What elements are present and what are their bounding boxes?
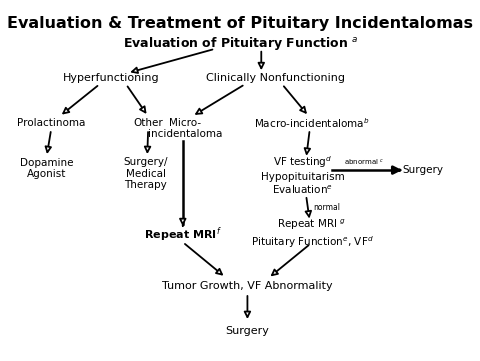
Text: Evaluation of Pituitary Function $^a$: Evaluation of Pituitary Function $^a$ xyxy=(122,35,358,52)
Text: Surgery: Surgery xyxy=(225,326,269,336)
Text: Other: Other xyxy=(133,118,163,128)
Text: Surgery: Surgery xyxy=(402,165,443,175)
Text: Evaluation & Treatment of Pituitary Incidentalomas: Evaluation & Treatment of Pituitary Inci… xyxy=(8,16,472,31)
Text: Prolactinoma: Prolactinoma xyxy=(17,118,85,128)
Text: Clinically Nonfunctioning: Clinically Nonfunctioning xyxy=(205,73,344,83)
Text: abnormal $^c$: abnormal $^c$ xyxy=(343,157,384,167)
Text: Hyperfunctioning: Hyperfunctioning xyxy=(63,73,159,83)
Text: Repeat MRI $^g$
Pituitary Function$^e$, VF$^d$: Repeat MRI $^g$ Pituitary Function$^e$, … xyxy=(250,218,372,251)
Text: VF testing$^d$
Hypopituitarism
Evaluation$^e$: VF testing$^d$ Hypopituitarism Evaluatio… xyxy=(261,155,344,196)
Text: Surgery/
Medical
Therapy: Surgery/ Medical Therapy xyxy=(123,157,168,190)
Text: normal: normal xyxy=(312,203,339,212)
Text: Repeat MRI$^f$: Repeat MRI$^f$ xyxy=(144,225,221,244)
Text: Dopamine
Agonist: Dopamine Agonist xyxy=(20,157,73,179)
Text: Macro-incidentaloma$^b$: Macro-incidentaloma$^b$ xyxy=(254,116,369,130)
Text: Micro-
incidentaloma: Micro- incidentaloma xyxy=(147,118,222,139)
Text: Tumor Growth, VF Abnormality: Tumor Growth, VF Abnormality xyxy=(162,281,332,291)
